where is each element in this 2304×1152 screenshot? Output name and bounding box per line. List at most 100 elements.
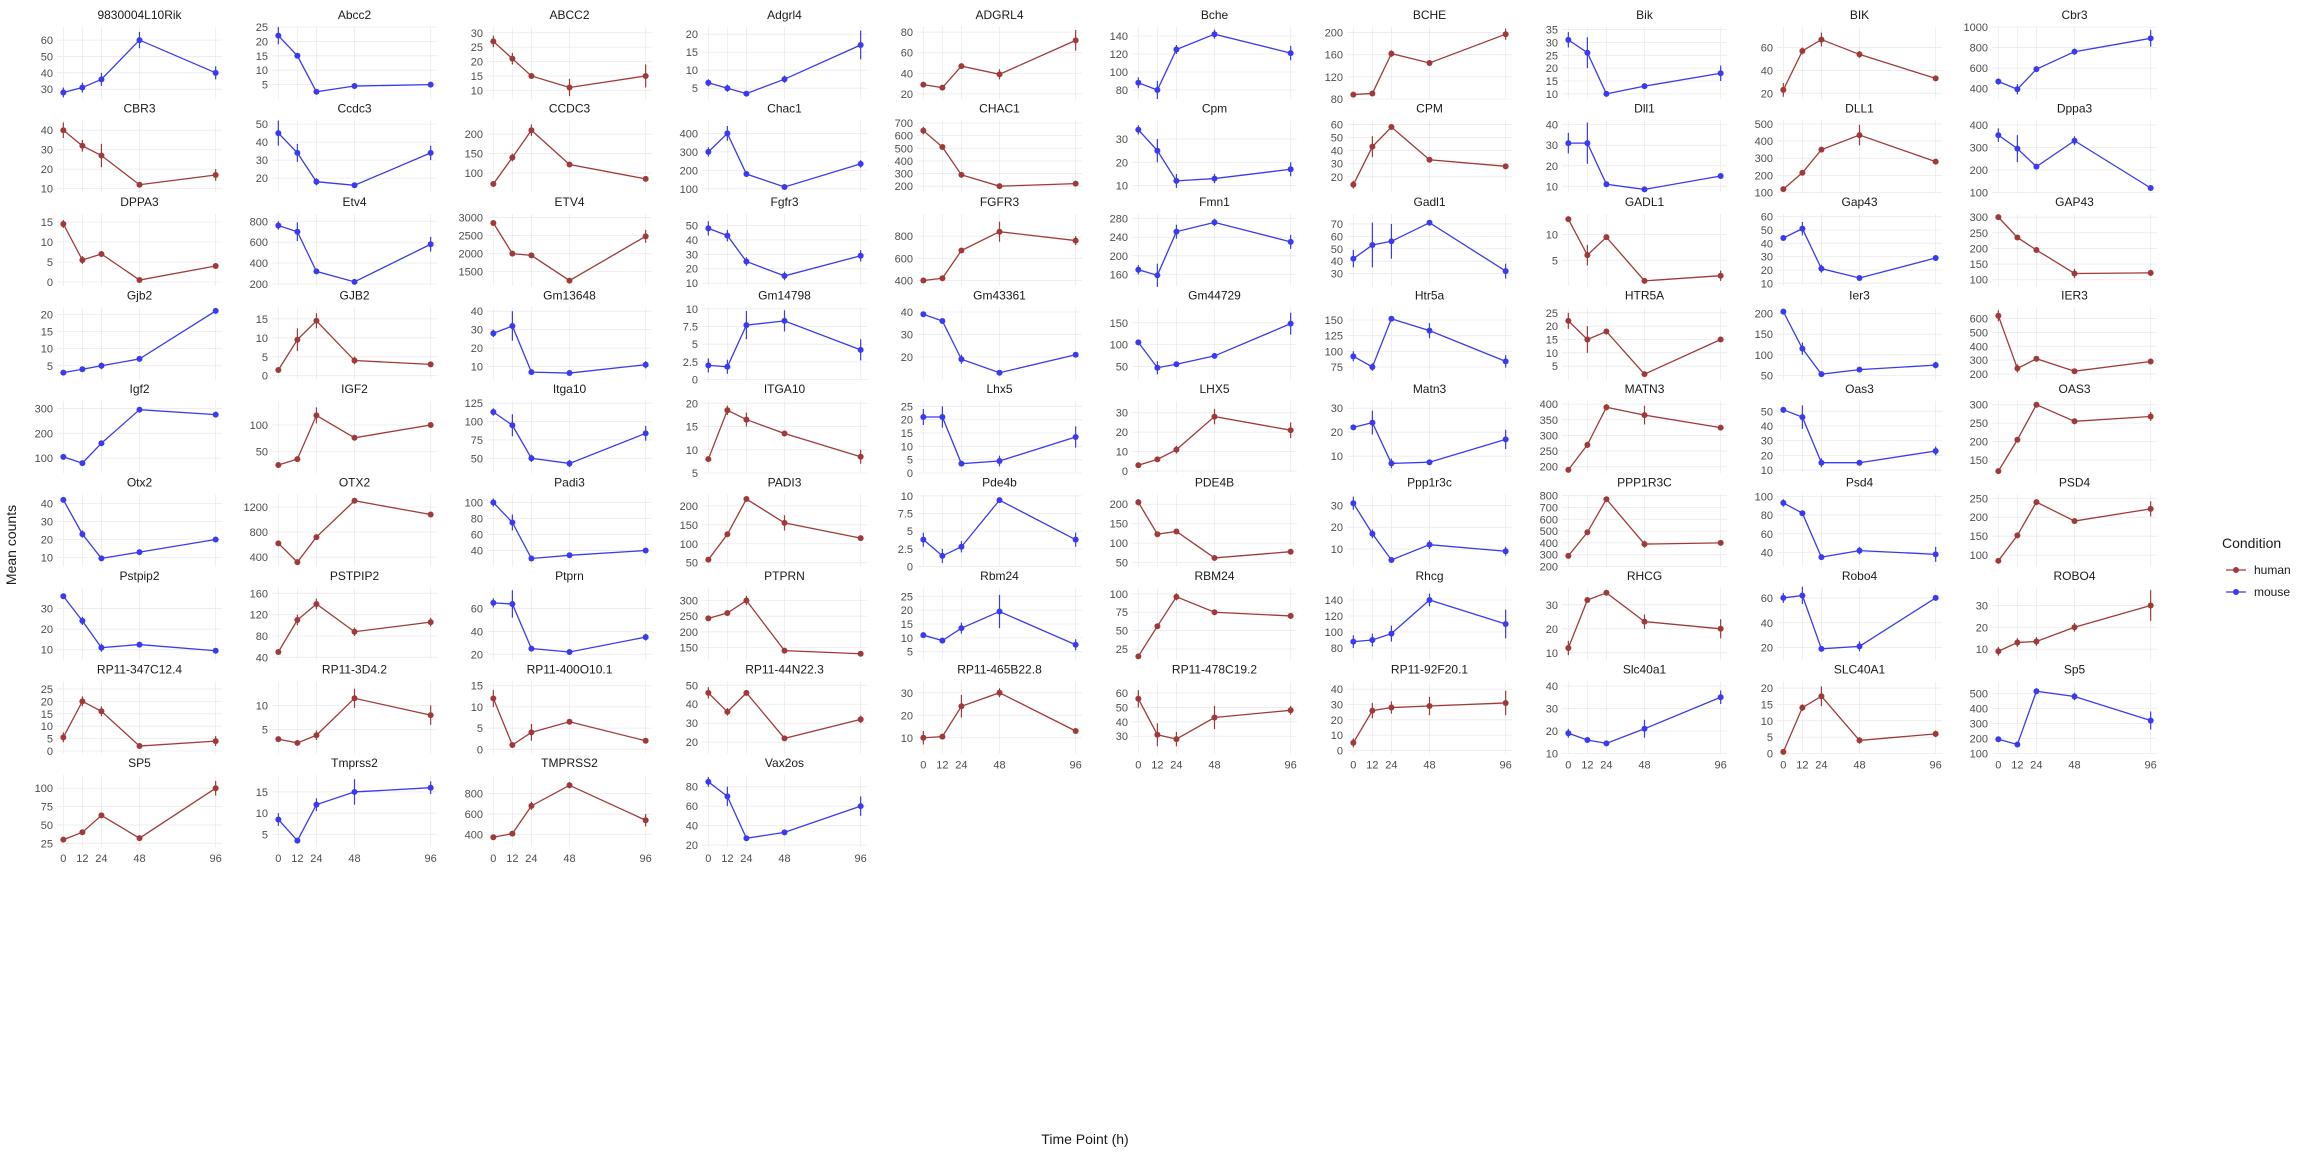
panel-htr5a: 75 100 125 150 Htr5a bbox=[1325, 289, 1512, 380]
data-point bbox=[642, 175, 649, 182]
panel-title: Psd4 bbox=[1846, 476, 1874, 490]
data-point bbox=[1780, 406, 1787, 413]
y-tick-label: 5 bbox=[692, 339, 698, 351]
data-point bbox=[705, 79, 712, 86]
y-tick-label: 300 bbox=[1970, 400, 1988, 412]
data-point bbox=[1369, 707, 1376, 714]
y-tick-label: 100 bbox=[1110, 67, 1128, 79]
y-tick-label: 0 bbox=[1767, 749, 1773, 761]
data-point bbox=[509, 322, 516, 329]
y-tick-label: 75 bbox=[41, 802, 53, 814]
data-point bbox=[60, 89, 67, 96]
y-tick-label: 400 bbox=[1540, 399, 1558, 411]
data-point bbox=[351, 83, 358, 90]
data-point bbox=[857, 252, 864, 259]
x-tick-label: 24 bbox=[1170, 760, 1182, 772]
y-tick-label: 40 bbox=[686, 235, 698, 247]
y-tick-label: 70 bbox=[1331, 219, 1343, 231]
x-tick-label: 24 bbox=[310, 853, 322, 865]
y-tick-label: 30 bbox=[41, 145, 53, 157]
data-point bbox=[1717, 625, 1724, 632]
data-point bbox=[427, 361, 434, 368]
y-tick-label: 30 bbox=[41, 84, 53, 96]
y-tick-label: 50 bbox=[1116, 361, 1128, 373]
y-tick-label: 200 bbox=[1540, 462, 1558, 474]
data-point bbox=[1584, 529, 1591, 536]
y-tick-label: 10 bbox=[901, 633, 913, 645]
data-point bbox=[1995, 736, 2002, 743]
y-tick-label: 25 bbox=[1116, 644, 1128, 656]
data-point bbox=[1717, 694, 1724, 701]
data-point bbox=[2014, 436, 2021, 443]
panel-gjb2: 0 5 10 15 GJB2 bbox=[256, 289, 437, 383]
data-point bbox=[1072, 536, 1079, 543]
y-tick-label: 500 bbox=[1970, 327, 1988, 339]
data-point bbox=[60, 221, 67, 227]
y-tick-label: 200 bbox=[1970, 165, 1988, 177]
data-point bbox=[996, 608, 1003, 615]
panel-title: SP5 bbox=[128, 756, 151, 770]
data-point bbox=[1350, 255, 1357, 262]
data-point bbox=[2071, 48, 2078, 55]
data-point bbox=[724, 708, 731, 715]
y-tick-label: 40 bbox=[471, 626, 483, 638]
data-point bbox=[1641, 186, 1648, 193]
y-tick-label: 20 bbox=[471, 343, 483, 355]
y-tick-label: 10 bbox=[686, 65, 698, 77]
y-tick-label: 3000 bbox=[459, 213, 483, 225]
data-point bbox=[1932, 447, 1939, 454]
y-tick-label: 5 bbox=[262, 352, 268, 364]
x-tick-label: 0 bbox=[1135, 760, 1141, 772]
y-tick-label: 400 bbox=[1970, 341, 1988, 353]
data-point bbox=[958, 63, 965, 70]
data-point bbox=[275, 736, 282, 743]
panel-gm44729: 50 100 150 Gm44729 bbox=[1110, 289, 1297, 380]
panel-title: PSD4 bbox=[2059, 476, 2091, 490]
legend-entry-human: human bbox=[2226, 563, 2291, 577]
x-tick-label: 12 bbox=[506, 853, 518, 865]
data-point bbox=[1154, 87, 1161, 93]
data-point bbox=[1369, 90, 1376, 97]
data-point bbox=[1072, 434, 1079, 440]
y-tick-label: 5 bbox=[1767, 732, 1773, 744]
y-tick-label: 80 bbox=[901, 27, 913, 39]
data-point bbox=[1932, 75, 1939, 82]
data-point bbox=[781, 317, 788, 324]
data-point bbox=[642, 361, 649, 368]
data-point bbox=[1369, 530, 1376, 537]
y-tick-label: 20 bbox=[1976, 622, 1988, 634]
data-point bbox=[60, 127, 67, 134]
data-point bbox=[705, 225, 712, 232]
data-point bbox=[1072, 728, 1079, 734]
data-point bbox=[528, 729, 535, 736]
data-point bbox=[1565, 140, 1572, 147]
y-tick-label: 200 bbox=[35, 428, 53, 440]
panel-oas3: 150 200 250 300 OAS3 bbox=[1970, 382, 2157, 475]
panel-title: Etv4 bbox=[342, 195, 366, 209]
panel-title: Oas3 bbox=[1845, 382, 1874, 396]
x-tick-label: 24 bbox=[525, 853, 537, 865]
y-tick-label: 60 bbox=[901, 48, 913, 60]
data-point bbox=[1502, 268, 1509, 275]
panel-etv4: 200 400 600 800 Etv4 bbox=[250, 195, 437, 291]
x-tick-label: 24 bbox=[1600, 760, 1612, 772]
y-tick-label: 400 bbox=[465, 830, 483, 842]
data-point bbox=[781, 519, 788, 526]
y-tick-label: 2000 bbox=[459, 249, 483, 261]
data-point bbox=[1717, 70, 1724, 77]
y-tick-label: 150 bbox=[1755, 329, 1773, 341]
data-point bbox=[724, 363, 731, 370]
data-point bbox=[1426, 541, 1433, 548]
data-point bbox=[79, 460, 86, 467]
data-point bbox=[1369, 143, 1376, 150]
y-tick-label: 25 bbox=[901, 591, 913, 603]
data-point bbox=[98, 440, 105, 447]
x-tick-label: 12 bbox=[2011, 760, 2023, 772]
y-tick-label: 20 bbox=[41, 624, 53, 636]
data-point bbox=[1603, 589, 1610, 596]
data-point bbox=[939, 275, 946, 282]
data-point bbox=[1287, 612, 1294, 619]
y-tick-label: 80 bbox=[1116, 85, 1128, 97]
data-point bbox=[427, 149, 434, 156]
data-point bbox=[920, 277, 927, 284]
